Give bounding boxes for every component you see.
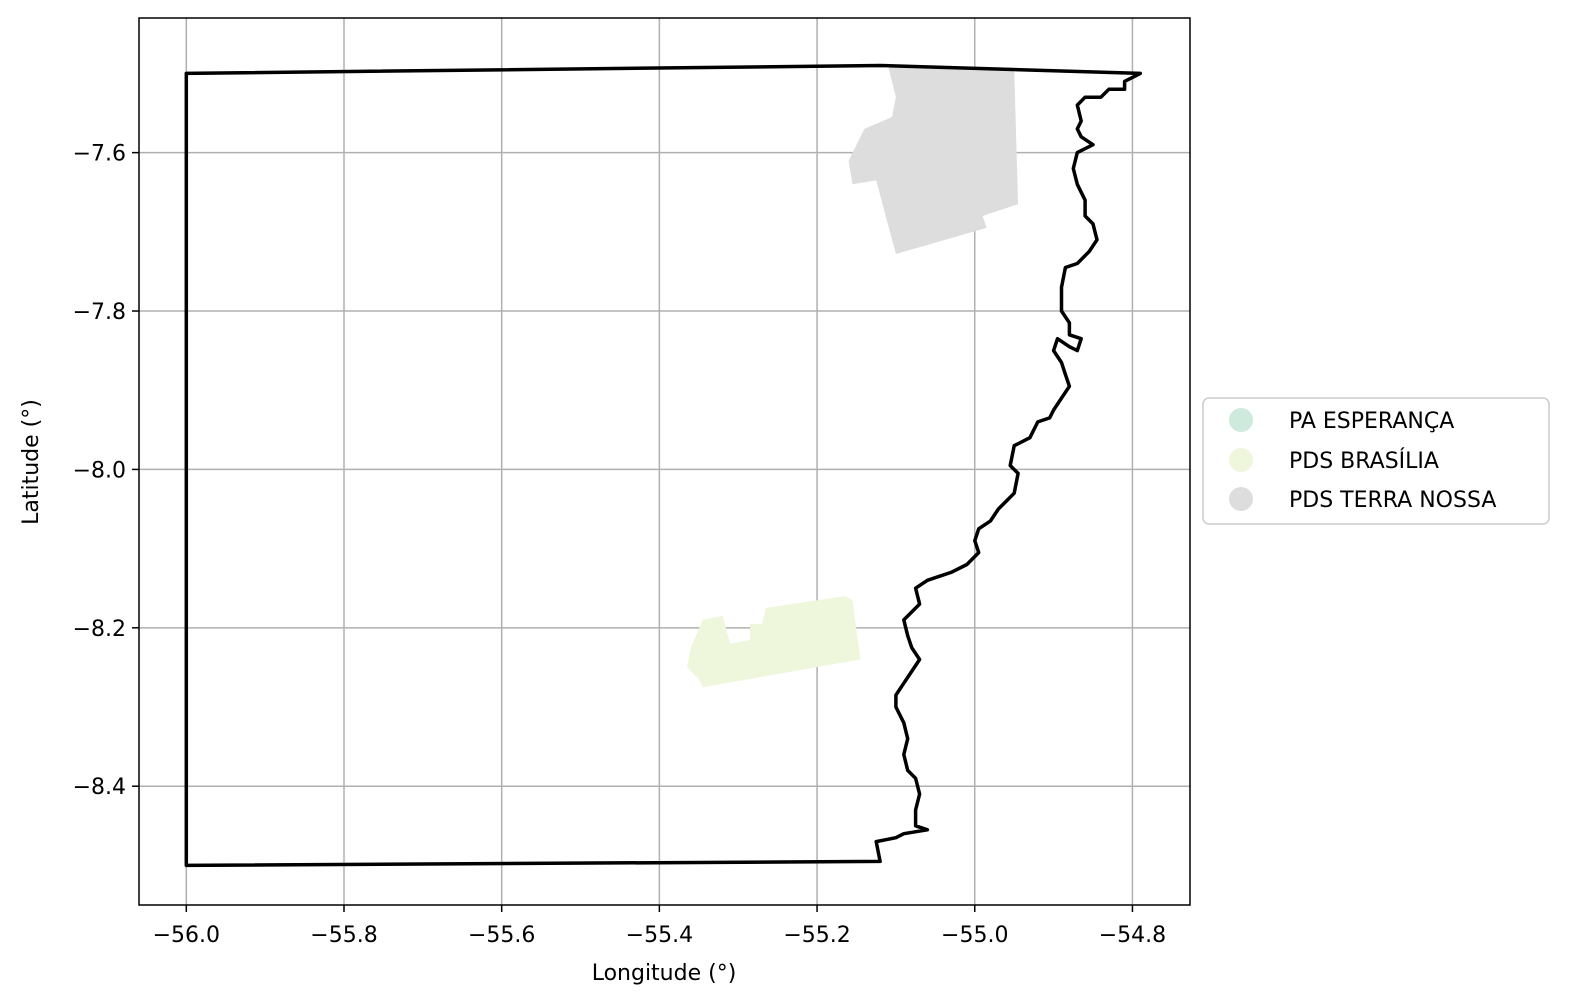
x-tick-label: −55.0 xyxy=(941,923,1008,948)
x-tick-label: −55.6 xyxy=(468,923,535,948)
settlement-polygon xyxy=(687,596,861,688)
settlement-polygon xyxy=(848,65,1019,254)
x-tick-label: −54.8 xyxy=(1099,923,1166,948)
y-tick-label: −8.0 xyxy=(73,458,126,483)
x-tick-label: −55.2 xyxy=(783,923,850,948)
grid-lines xyxy=(139,18,1190,905)
y-tick-label: −7.8 xyxy=(73,300,126,325)
y-tick-label: −8.4 xyxy=(73,775,126,800)
settlement-polygons xyxy=(687,65,1019,688)
legend-marker-pa-esperanca xyxy=(1229,408,1253,432)
legend-label-pds-terra-nossa: PDS TERRA NOSSA xyxy=(1289,488,1496,513)
legend-marker-pds-brasilia xyxy=(1229,448,1253,472)
legend-marker-pds-terra-nossa xyxy=(1229,487,1253,511)
y-tick-label: −8.2 xyxy=(73,617,126,642)
x-tick-label: −56.0 xyxy=(153,923,220,948)
x-axis-label: Longitude (°) xyxy=(592,961,737,986)
municipality-boundary xyxy=(184,63,1143,868)
x-tick-label: −55.8 xyxy=(310,923,377,948)
legend-label-pa-esperanca: PA ESPERANÇA xyxy=(1289,409,1454,434)
legend-frame xyxy=(1202,397,1550,525)
y-axis-ticks: −7.6 −7.8 −8.0 −8.2 −8.4 xyxy=(73,142,139,800)
x-tick-label: −55.4 xyxy=(626,923,693,948)
y-tick-label: −7.6 xyxy=(73,142,126,167)
plot-frame xyxy=(138,17,1191,906)
legend: PA ESPERANÇA PDS BRASÍLIA PDS TERRA NOSS… xyxy=(1202,397,1550,525)
legend-label-pds-brasilia: PDS BRASÍLIA xyxy=(1289,448,1439,474)
x-axis-ticks: −56.0 −55.8 −55.6 −55.4 −55.2 −55.0 −54.8 xyxy=(153,905,1166,948)
y-axis-label: Latitude (°) xyxy=(19,399,44,525)
